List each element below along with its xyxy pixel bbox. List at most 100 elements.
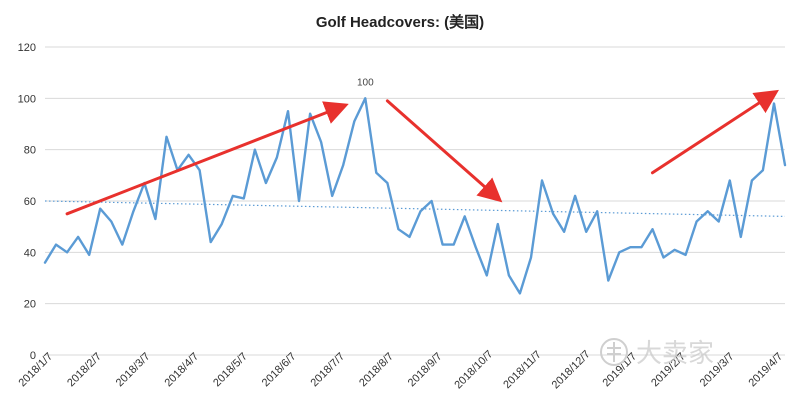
data-label-layer: 100	[357, 77, 374, 88]
data-point	[563, 230, 566, 233]
trendline-layer	[44, 200, 786, 217]
data-point	[320, 141, 323, 143]
data-point	[66, 251, 68, 254]
y-tick-label: 0	[30, 350, 36, 362]
annotation-arrow	[385, 99, 503, 203]
data-point	[507, 274, 510, 277]
data-point	[519, 292, 521, 295]
data-point	[728, 179, 731, 182]
data-point	[121, 243, 124, 246]
data-point	[717, 220, 720, 223]
data-point	[220, 223, 223, 226]
data-point	[684, 254, 687, 256]
data-point	[110, 220, 113, 223]
data-point	[607, 279, 610, 282]
x-tick-label: 2019/1/7	[600, 350, 639, 389]
y-tick-label: 120	[18, 42, 36, 54]
watermark-text: 大卖家	[636, 339, 714, 369]
data-point	[231, 194, 234, 197]
data-point	[287, 110, 289, 113]
data-point	[574, 194, 577, 197]
data-point	[474, 246, 477, 249]
data-point	[739, 236, 742, 238]
data-point	[165, 135, 168, 138]
data-point	[198, 169, 201, 172]
data-point	[309, 112, 311, 115]
x-tick-label: 2018/3/7	[114, 350, 153, 389]
data-point	[298, 200, 300, 202]
data-point	[784, 164, 786, 166]
data-point	[541, 179, 543, 182]
gridlines	[45, 46, 785, 356]
data-point	[44, 261, 46, 264]
data-point	[651, 228, 654, 231]
annotation-arrows	[65, 89, 779, 216]
watermark-logo-icon	[600, 338, 628, 366]
x-tick-label: 2019/4/7	[746, 350, 785, 389]
data-point	[253, 148, 256, 151]
data-point	[331, 194, 334, 197]
series-line	[43, 97, 787, 295]
data-point	[132, 210, 135, 213]
data-point	[375, 171, 378, 174]
data-point	[264, 182, 267, 184]
data-label: 100	[357, 77, 374, 88]
chart-title: Golf Headcovers: (美国)	[316, 13, 484, 31]
data-point	[276, 156, 278, 159]
data-point	[596, 210, 599, 213]
data-point	[364, 97, 367, 100]
x-tick-label: 2018/9/7	[406, 350, 445, 389]
annotation-arrow	[650, 89, 779, 175]
data-point	[629, 246, 632, 249]
y-axis-ticks: 0 20 40 60 80 100 120	[18, 42, 36, 362]
data-point	[77, 236, 80, 238]
data-point	[242, 197, 245, 200]
data-point	[762, 169, 764, 172]
data-point	[673, 248, 676, 251]
data-point	[496, 223, 499, 226]
data-point	[485, 274, 488, 277]
y-tick-label: 20	[24, 299, 36, 311]
x-tick-label: 2018/8/7	[357, 350, 396, 389]
data-point	[750, 179, 753, 182]
data-point	[452, 243, 455, 246]
data-point	[640, 246, 643, 249]
annotation-arrow	[65, 101, 349, 216]
x-tick-label: 2018/7/7	[308, 350, 347, 389]
data-point	[706, 210, 709, 213]
y-tick-label: 40	[24, 247, 36, 259]
data-point	[662, 256, 665, 259]
data-point	[585, 230, 588, 233]
y-tick-label: 80	[24, 145, 36, 157]
x-tick-label: 2018/6/7	[260, 350, 299, 389]
data-point	[187, 153, 190, 156]
data-point	[154, 218, 157, 220]
data-point	[695, 220, 698, 223]
trendline	[44, 200, 786, 217]
x-tick-label: 2018/2/7	[65, 350, 104, 389]
y-tick-label: 100	[18, 93, 36, 105]
data-point	[773, 102, 775, 105]
x-tick-label: 2018/5/7	[211, 350, 250, 389]
data-point	[397, 228, 400, 231]
data-point	[386, 182, 389, 184]
data-point	[88, 254, 91, 256]
data-point	[408, 236, 411, 238]
data-point	[463, 215, 466, 218]
data-point	[353, 120, 356, 123]
data-point	[342, 164, 345, 166]
data-point	[99, 207, 102, 210]
watermark: 大卖家	[600, 338, 714, 369]
y-tick-label: 60	[24, 196, 36, 208]
data-point	[430, 200, 433, 202]
data-point	[618, 251, 621, 254]
data-point	[419, 210, 422, 213]
x-tick-label: 2018/4/7	[162, 350, 201, 389]
data-point	[552, 212, 554, 215]
data-point	[530, 256, 532, 259]
data-point	[209, 241, 212, 243]
series-layer	[43, 97, 787, 295]
data-point	[441, 243, 444, 246]
